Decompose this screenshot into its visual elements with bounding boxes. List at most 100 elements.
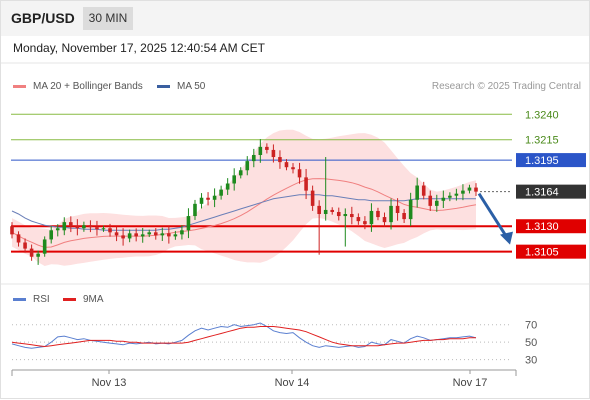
level-label-1.3105: 1.3105 [525, 247, 559, 259]
candle-body [461, 190, 465, 194]
candle-body [101, 228, 106, 230]
candle-body [389, 205, 393, 223]
candle-body [69, 222, 73, 227]
rsi-ma-line [11, 326, 476, 348]
level-label-1.3195: 1.3195 [525, 155, 559, 167]
rsi-ma-swatch [63, 298, 76, 301]
candle-body [16, 234, 21, 243]
rsi-tick-30: 30 [525, 355, 537, 367]
forecast-arrow-shaft [477, 192, 509, 239]
candle-body [265, 146, 269, 150]
candle-body [153, 232, 158, 236]
candle-body [291, 167, 295, 170]
legend-9ma: 9MA [63, 294, 104, 305]
candle-body [467, 187, 472, 191]
candle-body [180, 230, 184, 235]
ma50-line [11, 194, 476, 231]
legend-9ma-label: 9MA [83, 294, 104, 305]
candle-body [376, 210, 380, 218]
candle-body [225, 183, 230, 190]
candle-body [36, 253, 40, 257]
x-tick-label-nov-13: Nov 13 [92, 377, 127, 389]
candle-body [49, 230, 54, 240]
candle-body [62, 222, 67, 231]
candle-body [10, 226, 14, 235]
candle-body [402, 212, 406, 220]
credit-text: Research © 2025 Trading Central [431, 81, 581, 92]
bollinger-band [12, 129, 476, 266]
candle-body [82, 225, 86, 229]
candle-body [284, 162, 289, 168]
candle-body [245, 161, 250, 171]
candle-body [238, 170, 243, 176]
candle-body [408, 199, 413, 220]
candle-body [350, 214, 354, 218]
candle-body [474, 187, 478, 192]
candle-body [173, 234, 178, 237]
candle-body [369, 210, 374, 225]
candle-body [219, 189, 223, 196]
candle-body [140, 234, 145, 237]
candle-body [147, 232, 152, 235]
rsi-tick-70: 70 [525, 320, 537, 332]
candle-body [134, 233, 138, 237]
legend-ma50: MA 50 [157, 81, 205, 92]
candle-body [258, 146, 263, 156]
candle-body [395, 205, 400, 213]
candle-body [95, 227, 99, 230]
legend-rsi-label: RSI [33, 294, 50, 305]
candle-body [160, 233, 165, 236]
candle-body [29, 248, 34, 257]
level-tag-1.3105 [516, 244, 586, 259]
candle-body [415, 185, 419, 200]
candle-body [421, 185, 426, 196]
candle-body [363, 221, 367, 225]
candle-body [304, 177, 308, 191]
candle-body [297, 169, 302, 178]
candle-body [382, 217, 387, 223]
candle-body [434, 200, 439, 206]
candle-body [310, 190, 315, 206]
candle-body [336, 211, 341, 217]
candle-body [114, 232, 119, 236]
candle-body [199, 197, 204, 204]
level-label-1.3130: 1.3130 [525, 221, 559, 233]
ma50-swatch [157, 85, 170, 88]
candle-body [448, 195, 452, 198]
candle-body [193, 203, 197, 217]
candle-body [108, 228, 112, 233]
legend-ma20: MA 20 + Bollinger Bands [13, 81, 143, 92]
candle-body [212, 195, 217, 200]
candle-body [271, 149, 276, 158]
candle-body [252, 155, 256, 162]
interval-button[interactable]: 30 MIN [83, 7, 133, 30]
candle-body [23, 242, 27, 249]
candle-body [441, 197, 446, 201]
header-bar: GBP/USD 30 MIN [0, 0, 590, 36]
x-tick-label-nov-14: Nov 14 [275, 377, 310, 389]
ma20-swatch [13, 85, 26, 88]
candle-body [343, 214, 348, 217]
candle-body [88, 225, 93, 228]
candle-body [323, 209, 328, 215]
candle-body [330, 209, 335, 212]
candle-body [454, 193, 459, 196]
level-tag-1.3164 [516, 184, 586, 199]
candle-body [232, 175, 236, 184]
ma20-line [11, 178, 477, 248]
candle-body [75, 226, 80, 229]
rsi-line [11, 322, 477, 349]
level-label-1.3215: 1.3215 [525, 135, 559, 147]
legend-ma20-label: MA 20 + Bollinger Bands [33, 81, 143, 92]
candle-body [356, 217, 361, 222]
legend-rsi: RSI [13, 294, 50, 305]
rsi-swatch [13, 298, 26, 301]
symbol-title: GBP/USD [11, 10, 75, 26]
candle-body [55, 228, 60, 231]
level-label-1.3164: 1.3164 [525, 187, 559, 199]
rsi-tick-50: 50 [525, 337, 537, 349]
candle-body [317, 205, 321, 215]
legend-ma50-label: MA 50 [177, 81, 206, 92]
